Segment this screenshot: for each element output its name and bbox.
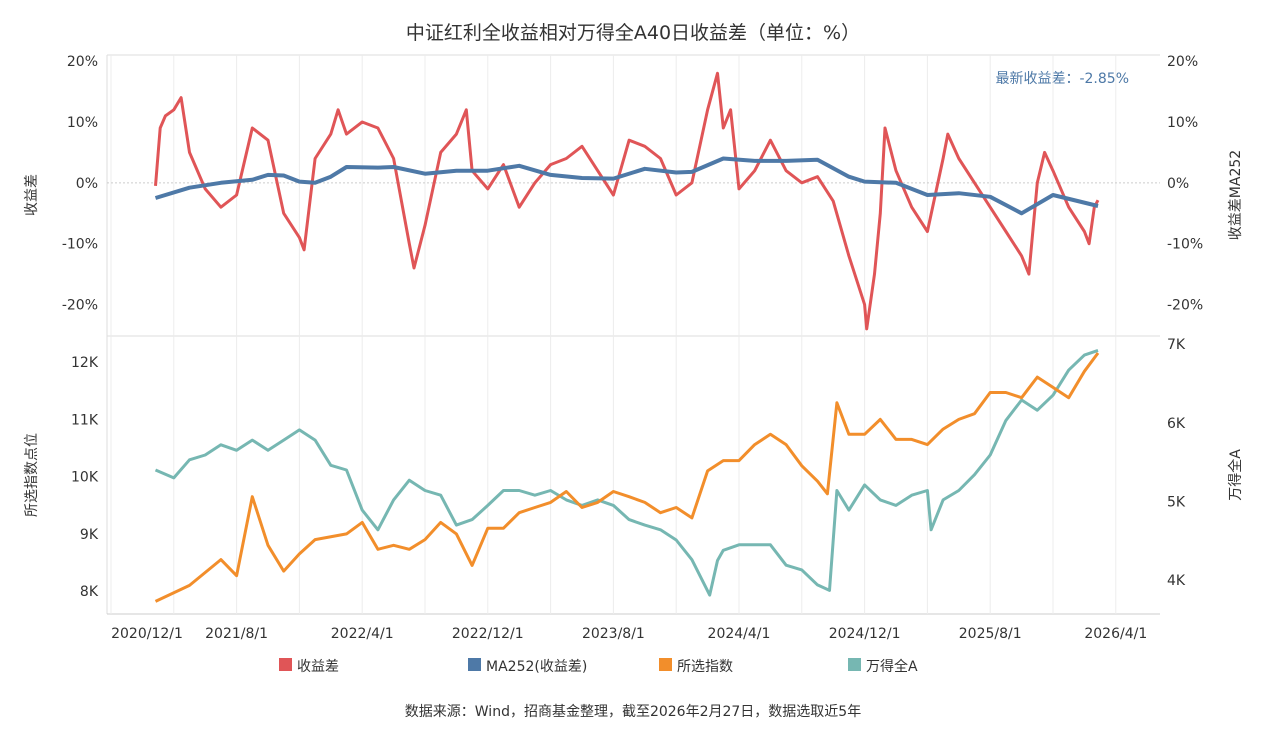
top-right-ytick: 20% (1167, 54, 1198, 70)
top-right-ytick: -10% (1167, 237, 1203, 253)
source-note: 数据来源：Wind，招商基金整理，截至2026年2月27日，数据选取近5年 (405, 703, 861, 720)
x-tick-label: 2024/4/1 (708, 626, 771, 642)
chart-title: 中证红利全收益相对万得全A40日收益差（单位：%） (406, 22, 860, 44)
legend-item: 所选指数 (659, 658, 733, 675)
bottom-left-ytick: 10K (71, 470, 99, 486)
legend-swatch (279, 658, 292, 671)
ma252-line (154, 156, 1099, 216)
legend-label: 所选指数 (677, 659, 733, 675)
bottom-right-ytick: 7K (1167, 337, 1186, 353)
bottom-left-ytick: 9K (80, 527, 99, 543)
top-left-ytick: 0% (76, 176, 98, 192)
bottom-left-ylabel: 所选指数点位 (24, 433, 40, 517)
x-tick-label: 2025/8/1 (959, 626, 1022, 642)
bottom-left-ytick: 8K (80, 584, 99, 600)
top-right-ytick: 10% (1167, 115, 1198, 131)
diff-line (154, 71, 1100, 331)
legend-item: 收益差 (279, 658, 339, 675)
legend-swatch (468, 658, 481, 671)
bottom-right-ylabel: 万得全A (1227, 449, 1244, 501)
top-left-ylabel: 收益差 (24, 174, 40, 216)
bottom-right-ytick: 6K (1167, 416, 1186, 432)
top-left-ytick: 10% (67, 115, 98, 131)
top-left-ytick: -10% (62, 237, 98, 253)
legend-swatch (659, 658, 672, 671)
legend-label: 万得全A (866, 658, 918, 675)
x-tick-label: 2026/4/1 (1084, 626, 1147, 642)
legend-item: MA252(收益差) (468, 658, 587, 675)
bottom-right-ytick: 4K (1167, 573, 1186, 589)
legend-label: 收益差 (297, 659, 339, 675)
x-tick-label: 2024/12/1 (829, 626, 901, 642)
x-tick-label: 2022/4/1 (331, 626, 394, 642)
legend-label: MA252(收益差) (486, 659, 587, 675)
top-left-ytick: -20% (62, 298, 98, 314)
top-right-ytick: -20% (1167, 298, 1203, 314)
x-tick-label: 2023/8/1 (582, 626, 645, 642)
legend-swatch (848, 658, 861, 671)
bottom-right-ytick: 5K (1167, 494, 1186, 510)
top-right-ytick: 0% (1167, 176, 1189, 192)
x-tick-label: 2021/8/1 (205, 626, 268, 642)
bottom-left-ytick: 11K (71, 412, 99, 428)
top-right-ylabel: 收益差MA252 (1228, 150, 1244, 240)
legend-item: 万得全A (848, 658, 918, 675)
bottom-left-ytick: 12K (71, 355, 99, 371)
x-tick-label: 2022/12/1 (452, 626, 524, 642)
x-tick-label: 2020/12/1 (111, 626, 183, 642)
index-line (154, 352, 1100, 603)
latest-diff-annotation: 最新收益差：-2.85% (995, 71, 1129, 87)
top-left-ytick: 20% (67, 54, 98, 70)
wind-a-line (154, 348, 1099, 597)
